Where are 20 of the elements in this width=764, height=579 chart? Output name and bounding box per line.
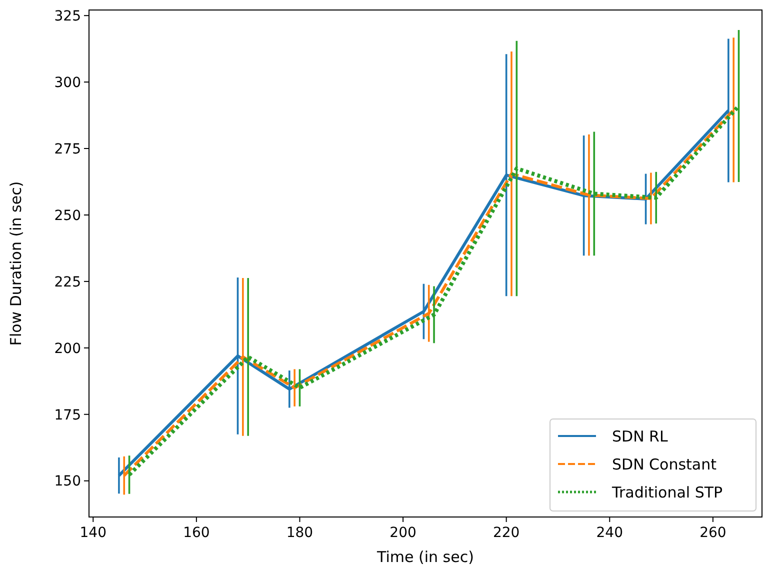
y-tick-label: 300 [54, 74, 81, 91]
y-tick-label: 150 [54, 474, 81, 490]
x-axis-title: Time (in sec) [376, 548, 474, 566]
x-tick-label: 200 [390, 525, 416, 541]
y-tick-label: 325 [54, 8, 81, 24]
x-tick-label: 160 [183, 525, 210, 541]
x-tick-label: 220 [492, 525, 520, 541]
legend-label: SDN Constant [612, 455, 717, 474]
x-tick-label: 240 [596, 525, 623, 541]
y-axis-title: Flow Duration (in sec) [7, 181, 25, 346]
x-tick-label: 180 [286, 525, 314, 541]
y-tick-label: 225 [54, 274, 81, 290]
y-tick-label: 175 [54, 407, 81, 424]
legend-label: Traditional STP [611, 483, 723, 502]
y-tick-label: 200 [54, 340, 81, 357]
legend-label: SDN RL [612, 427, 668, 446]
y-tick-label: 250 [54, 208, 81, 224]
x-tick-label: 140 [80, 525, 106, 541]
x-tick-label: 260 [700, 525, 726, 541]
y-tick-label: 275 [54, 141, 81, 158]
